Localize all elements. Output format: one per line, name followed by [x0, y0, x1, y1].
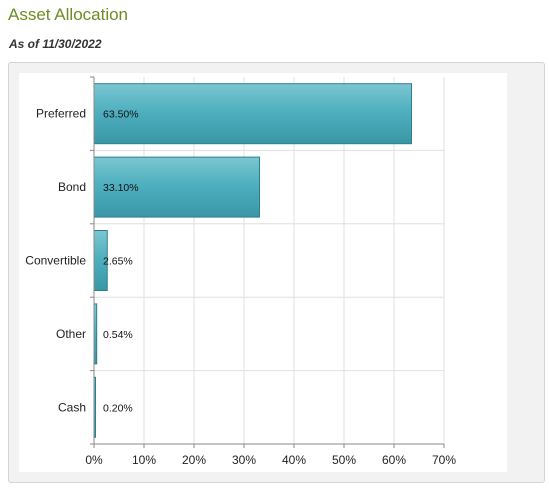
axes — [90, 76, 445, 448]
x-tick-label: 10% — [132, 453, 156, 467]
x-tick-label: 40% — [282, 453, 306, 467]
value-label: 33.10% — [103, 182, 139, 194]
category-label: Other — [56, 327, 86, 341]
x-tick-label: 70% — [432, 453, 456, 467]
value-label: 2.65% — [103, 256, 133, 268]
x-tick-label: 30% — [232, 453, 256, 467]
x-tick-label: 20% — [182, 453, 206, 467]
as-of-date: As of 11/30/2022 — [9, 37, 102, 51]
category-label: Preferred — [36, 107, 86, 121]
category-label: Bond — [58, 180, 86, 194]
value-label: 63.50% — [103, 109, 139, 121]
labels: Preferred 63.50% Bond 33.10% Convertible 2.65… — [25, 107, 456, 467]
x-tick-label: 50% — [332, 453, 356, 467]
bar-preferred[interactable] — [93, 83, 412, 145]
bars — [93, 83, 412, 438]
x-tick-label: 60% — [382, 453, 406, 467]
value-label: 0.20% — [103, 402, 133, 414]
value-label: 0.54% — [103, 329, 133, 341]
page-title: Asset Allocation — [8, 5, 129, 24]
x-tick-label: 0% — [85, 453, 103, 467]
bar-bond[interactable] — [93, 156, 260, 218]
category-label: Cash — [58, 400, 86, 414]
category-label: Convertible — [25, 254, 86, 268]
